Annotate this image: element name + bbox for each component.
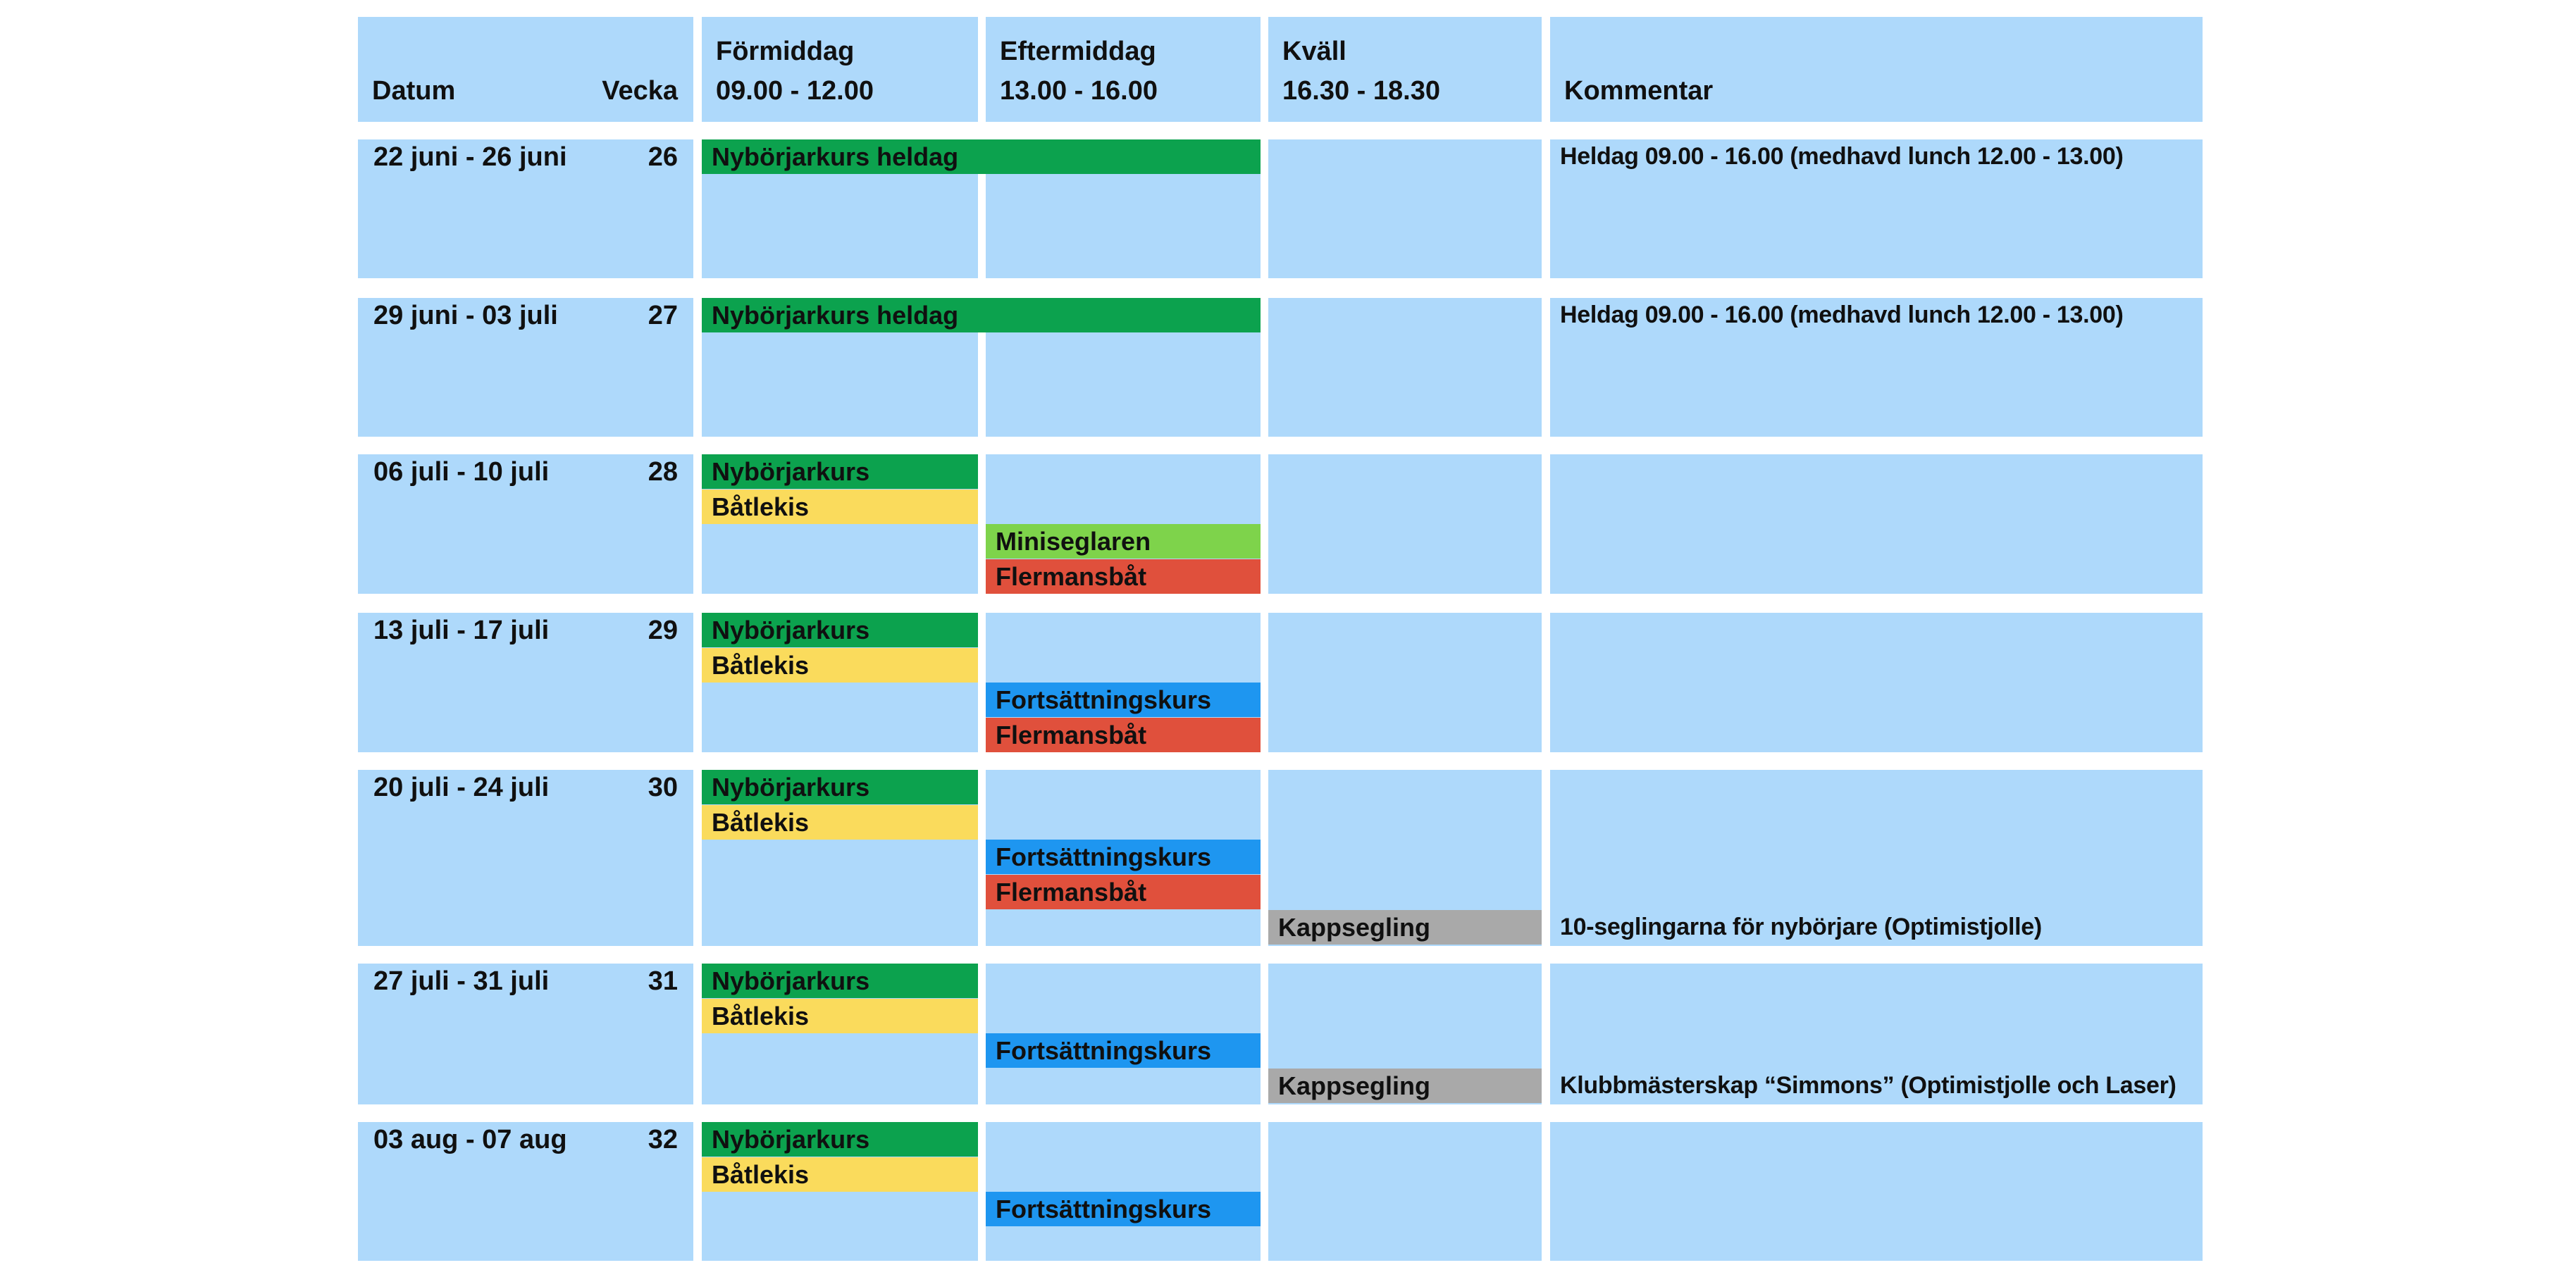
week-number: 27 xyxy=(648,300,678,330)
kommentar-cell xyxy=(1550,613,2203,752)
event-bar-nyborjarkurs: Nybörjarkurs xyxy=(702,1122,978,1157)
week-number: 28 xyxy=(648,456,678,487)
eftermiddag-cell: Miniseglaren Flermansbåt xyxy=(986,454,1261,594)
kommentar-cell xyxy=(1550,1122,2203,1261)
datum-cell: 06 juli - 10 juli 28 xyxy=(358,454,693,594)
header-datum-cell: Datum Vecka xyxy=(358,17,693,122)
event-bar-kappsegling: Kappsegling xyxy=(1268,1069,1542,1103)
event-bar-batlekis: Båtlekis xyxy=(702,1157,978,1192)
formiddag-cell: Nybörjarkurs Båtlekis xyxy=(702,964,978,1104)
week-number: 32 xyxy=(648,1124,678,1154)
header-kvall-time: 16.30 - 18.30 xyxy=(1282,76,1440,106)
datum-cell: 29 juni - 03 juli 27 xyxy=(358,298,693,437)
week-number: 30 xyxy=(648,772,678,802)
header-eftermiddag-title: Eftermiddag xyxy=(1000,37,1156,66)
event-bar-flermansbat: Flermansbåt xyxy=(986,718,1261,752)
comment-text: Klubbmästerskap “Simmons” (Optimistjolle… xyxy=(1560,1072,2176,1099)
week-row-32: 03 aug - 07 aug 32 Nybörjarkurs Båtlekis… xyxy=(358,1122,2203,1261)
week-number: 26 xyxy=(648,142,678,172)
formiddag-cell: Nybörjarkurs Båtlekis xyxy=(702,613,978,752)
header-kvall-title: Kväll xyxy=(1282,37,1346,66)
week-row-31: 27 juli - 31 juli 31 Nybörjarkurs Båtlek… xyxy=(358,964,2203,1104)
header-kvall-cell: Kväll 16.30 - 18.30 xyxy=(1268,17,1542,122)
header-vecka-label: Vecka xyxy=(602,76,678,106)
week-number: 31 xyxy=(648,966,678,996)
event-bar-fortsattningskurs: Fortsättningskurs xyxy=(986,840,1261,874)
kommentar-cell xyxy=(1550,454,2203,594)
event-bar-kappsegling: Kappsegling xyxy=(1268,910,1542,945)
kommentar-cell: Heldag 09.00 - 16.00 (medhavd lunch 12.0… xyxy=(1550,298,2203,437)
formiddag-cell: Nybörjarkurs Båtlekis xyxy=(702,770,978,946)
event-bar-flermansbat: Flermansbåt xyxy=(986,559,1261,594)
kommentar-cell: 10-seglingarna för nybörjare (Optimistjo… xyxy=(1550,770,2203,946)
event-bar-nyborjarkurs-heldag: Nybörjarkurs heldag xyxy=(702,139,1261,174)
kvall-cell xyxy=(1268,139,1542,278)
kvall-cell: Kappsegling xyxy=(1268,770,1542,946)
date-range: 20 juli - 24 juli xyxy=(373,772,550,802)
datum-cell: 20 juli - 24 juli 30 xyxy=(358,770,693,946)
datum-cell: 13 juli - 17 juli 29 xyxy=(358,613,693,752)
event-bar-nyborjarkurs: Nybörjarkurs xyxy=(702,613,978,647)
event-bar-batlekis: Båtlekis xyxy=(702,648,978,683)
header-datum-label: Datum xyxy=(372,76,456,106)
kvall-cell: Kappsegling xyxy=(1268,964,1542,1104)
event-bar-batlekis: Båtlekis xyxy=(702,805,978,840)
formiddag-cell: Nybörjarkurs Båtlekis xyxy=(702,1122,978,1261)
event-bar-fortsattningskurs: Fortsättningskurs xyxy=(986,1033,1261,1068)
datum-cell: 03 aug - 07 aug 32 xyxy=(358,1122,693,1261)
eftermiddag-cell: Fortsättningskurs xyxy=(986,964,1261,1104)
event-bar-batlekis: Båtlekis xyxy=(702,999,978,1033)
table-header-row: Datum Vecka Förmiddag 09.00 - 12.00 Efte… xyxy=(358,17,2203,122)
date-range: 13 juli - 17 juli xyxy=(373,615,550,645)
event-bar-batlekis: Båtlekis xyxy=(702,490,978,524)
kvall-cell xyxy=(1268,298,1542,437)
header-formiddag-title: Förmiddag xyxy=(716,37,855,66)
kvall-cell xyxy=(1268,454,1542,594)
header-eftermiddag-cell: Eftermiddag 13.00 - 16.00 xyxy=(986,17,1261,122)
datum-cell: 27 juli - 31 juli 31 xyxy=(358,964,693,1104)
kommentar-cell: Klubbmästerskap “Simmons” (Optimistjolle… xyxy=(1550,964,2203,1104)
date-range: 22 juni - 26 juni xyxy=(373,142,567,172)
comment-text: 10-seglingarna för nybörjare (Optimistjo… xyxy=(1560,914,2042,940)
comment-text: Heldag 09.00 - 16.00 (medhavd lunch 12.0… xyxy=(1560,143,2124,170)
formiddag-cell: Nybörjarkurs Båtlekis xyxy=(702,454,978,594)
kommentar-cell: Heldag 09.00 - 16.00 (medhavd lunch 12.0… xyxy=(1550,139,2203,278)
kvall-cell xyxy=(1268,613,1542,752)
event-bar-fortsattningskurs: Fortsättningskurs xyxy=(986,683,1261,717)
event-bar-flermansbat: Flermansbåt xyxy=(986,875,1261,909)
week-row-28: 06 juli - 10 juli 28 Nybörjarkurs Båtlek… xyxy=(358,454,2203,594)
date-range: 03 aug - 07 aug xyxy=(373,1124,567,1154)
week-number: 29 xyxy=(648,615,678,645)
date-range: 29 juni - 03 juli xyxy=(373,300,558,330)
date-range: 06 juli - 10 juli xyxy=(373,456,550,487)
eftermiddag-cell: Fortsättningskurs Flermansbåt xyxy=(986,770,1261,946)
week-row-26: 22 juni - 26 juni 26 Heldag 09.00 - 16.0… xyxy=(358,139,2203,278)
week-row-30: 20 juli - 24 juli 30 Nybörjarkurs Båtlek… xyxy=(358,770,2203,946)
date-range: 27 juli - 31 juli xyxy=(373,966,550,996)
comment-text: Heldag 09.00 - 16.00 (medhavd lunch 12.0… xyxy=(1560,301,2124,328)
event-bar-nyborjarkurs: Nybörjarkurs xyxy=(702,964,978,998)
event-bar-miniseglaren: Miniseglaren xyxy=(986,524,1261,559)
eftermiddag-cell: Fortsättningskurs xyxy=(986,1122,1261,1261)
event-bar-nyborjarkurs: Nybörjarkurs xyxy=(702,770,978,804)
event-bar-nyborjarkurs-heldag: Nybörjarkurs heldag xyxy=(702,298,1261,332)
header-eftermiddag-time: 13.00 - 16.00 xyxy=(1000,76,1158,106)
header-kommentar-label: Kommentar xyxy=(1564,76,1714,106)
week-row-27: 29 juni - 03 juli 27 Heldag 09.00 - 16.0… xyxy=(358,298,2203,437)
week-row-29: 13 juli - 17 juli 29 Nybörjarkurs Båtlek… xyxy=(358,613,2203,752)
event-bar-nyborjarkurs: Nybörjarkurs xyxy=(702,454,978,489)
header-kommentar-cell: Kommentar xyxy=(1550,17,2203,122)
header-formiddag-time: 09.00 - 12.00 xyxy=(716,76,874,106)
datum-cell: 22 juni - 26 juni 26 xyxy=(358,139,693,278)
kvall-cell xyxy=(1268,1122,1542,1261)
schedule-table: Datum Vecka Förmiddag 09.00 - 12.00 Efte… xyxy=(358,0,2203,1277)
event-bar-fortsattningskurs: Fortsättningskurs xyxy=(986,1192,1261,1226)
eftermiddag-cell: Fortsättningskurs Flermansbåt xyxy=(986,613,1261,752)
header-formiddag-cell: Förmiddag 09.00 - 12.00 xyxy=(702,17,978,122)
